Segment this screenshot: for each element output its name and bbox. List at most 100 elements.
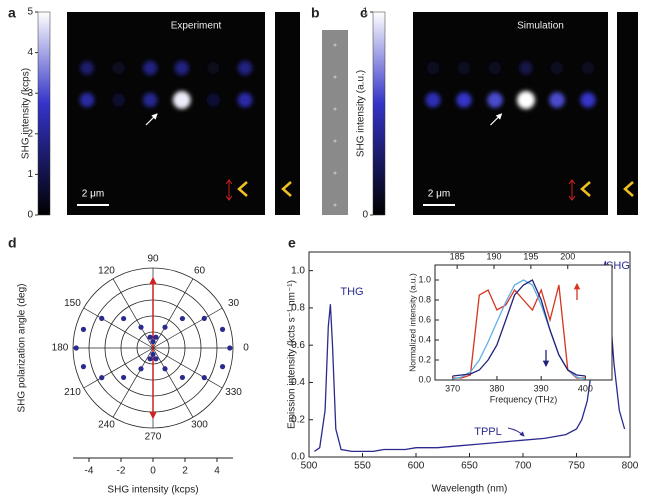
colorbar-tick-label: 5: [27, 7, 33, 18]
spot: [519, 61, 532, 74]
x2-tick-label: 190: [486, 251, 501, 261]
colorbar-label: SHG intensity (kcps): [21, 68, 32, 159]
angle-label: 300: [191, 420, 208, 431]
scale-bar-label: 2 μm: [82, 189, 104, 200]
figure: a012345SHG intensity (kcps)Experiment2 μ…: [0, 0, 656, 499]
point: [220, 327, 225, 332]
spot: [238, 61, 252, 75]
panel-label: b: [311, 5, 320, 21]
colorbar-tick-label: 1: [362, 7, 368, 18]
spot: [458, 62, 471, 75]
angle-label: 150: [64, 298, 81, 309]
x-tick-label: -2: [117, 466, 126, 477]
x-tick-label: -4: [85, 466, 94, 477]
point: [138, 325, 143, 330]
spoke: [113, 279, 153, 348]
spoke: [153, 279, 193, 348]
spot: [517, 91, 535, 109]
image: [413, 12, 608, 215]
point: [99, 316, 104, 321]
y-tick-label: 0.4: [418, 334, 431, 344]
annotation: TPPL: [474, 426, 502, 438]
point: [150, 339, 155, 344]
spot: [80, 61, 94, 75]
spot: [143, 61, 157, 75]
point: [180, 375, 185, 380]
image-title: Experiment: [171, 21, 222, 32]
spot: [175, 61, 189, 75]
angle-label: 120: [98, 266, 115, 277]
plot-frame: [435, 265, 612, 380]
x-tick-label: 650: [461, 461, 478, 472]
dot: [334, 140, 337, 143]
x-tick-label: 750: [568, 461, 585, 472]
point: [153, 356, 158, 361]
y-tick-label: 0.0: [291, 452, 305, 463]
image: [67, 12, 265, 215]
spot: [80, 93, 95, 108]
point: [220, 364, 225, 369]
colorbar-tick-label: 0: [27, 210, 33, 221]
angle-label: 330: [225, 387, 242, 398]
point: [202, 316, 207, 321]
colorbar-tick-label: 0: [362, 210, 368, 221]
spot: [551, 62, 564, 75]
spot: [207, 62, 219, 74]
annotation: THG: [340, 286, 363, 298]
dot: [334, 76, 337, 79]
x-tick-label: 700: [515, 461, 532, 472]
colorbar-tick-label: 1: [27, 169, 33, 180]
y-tick-label: 0.2: [418, 354, 431, 364]
angle-label: 60: [194, 266, 206, 277]
angle-label: 210: [64, 387, 81, 398]
angle-label: 180: [52, 343, 69, 354]
x2-tick-label: 200: [560, 251, 575, 261]
point: [150, 352, 155, 357]
x-tick-label: 550: [354, 461, 371, 472]
dot: [334, 44, 337, 47]
angle-label: 240: [98, 420, 115, 431]
y-tick-label: 1.0: [418, 274, 431, 284]
angle-label: 0: [243, 343, 249, 354]
x-tick-label: 0: [150, 466, 156, 477]
point: [138, 366, 143, 371]
spot: [426, 93, 441, 108]
x-axis-label: SHG intensity (kcps): [107, 485, 198, 496]
spot: [112, 62, 125, 75]
dot: [334, 204, 337, 207]
angle-label: 270: [145, 432, 162, 443]
spoke: [153, 348, 193, 417]
x2-tick-label: 185: [450, 251, 465, 261]
point: [162, 366, 167, 371]
spoke: [113, 348, 153, 417]
y-tick-label: 0.6: [418, 314, 431, 324]
point: [162, 325, 167, 330]
y-axis-label: Emission intensity (kcts s⁻¹ nm⁻¹): [287, 280, 298, 429]
point: [99, 375, 104, 380]
x-axis-label: Wavelength (nm): [432, 484, 508, 495]
colorbar: [373, 12, 385, 215]
point: [74, 345, 79, 350]
x-tick-label: 800: [622, 461, 639, 472]
spot: [582, 62, 595, 75]
image-strip: [617, 12, 638, 215]
x-tick-label: 2: [182, 466, 188, 477]
point: [180, 316, 185, 321]
spot: [580, 92, 595, 107]
x-tick-label: 370: [445, 383, 460, 393]
x-tick-label: 4: [214, 466, 220, 477]
point: [81, 327, 86, 332]
image-title: Simulation: [517, 21, 564, 32]
point: [81, 364, 86, 369]
spot: [549, 92, 565, 108]
spot: [238, 93, 253, 108]
x-tick-label: 390: [534, 383, 549, 393]
spot: [112, 94, 125, 107]
point: [153, 335, 158, 340]
point: [121, 375, 126, 380]
point: [148, 356, 153, 361]
spot: [143, 93, 157, 107]
spot: [487, 92, 503, 108]
colorbar-tick-label: 4: [27, 47, 33, 58]
y-axis-label: SHG polarization angle (deg): [17, 284, 28, 413]
